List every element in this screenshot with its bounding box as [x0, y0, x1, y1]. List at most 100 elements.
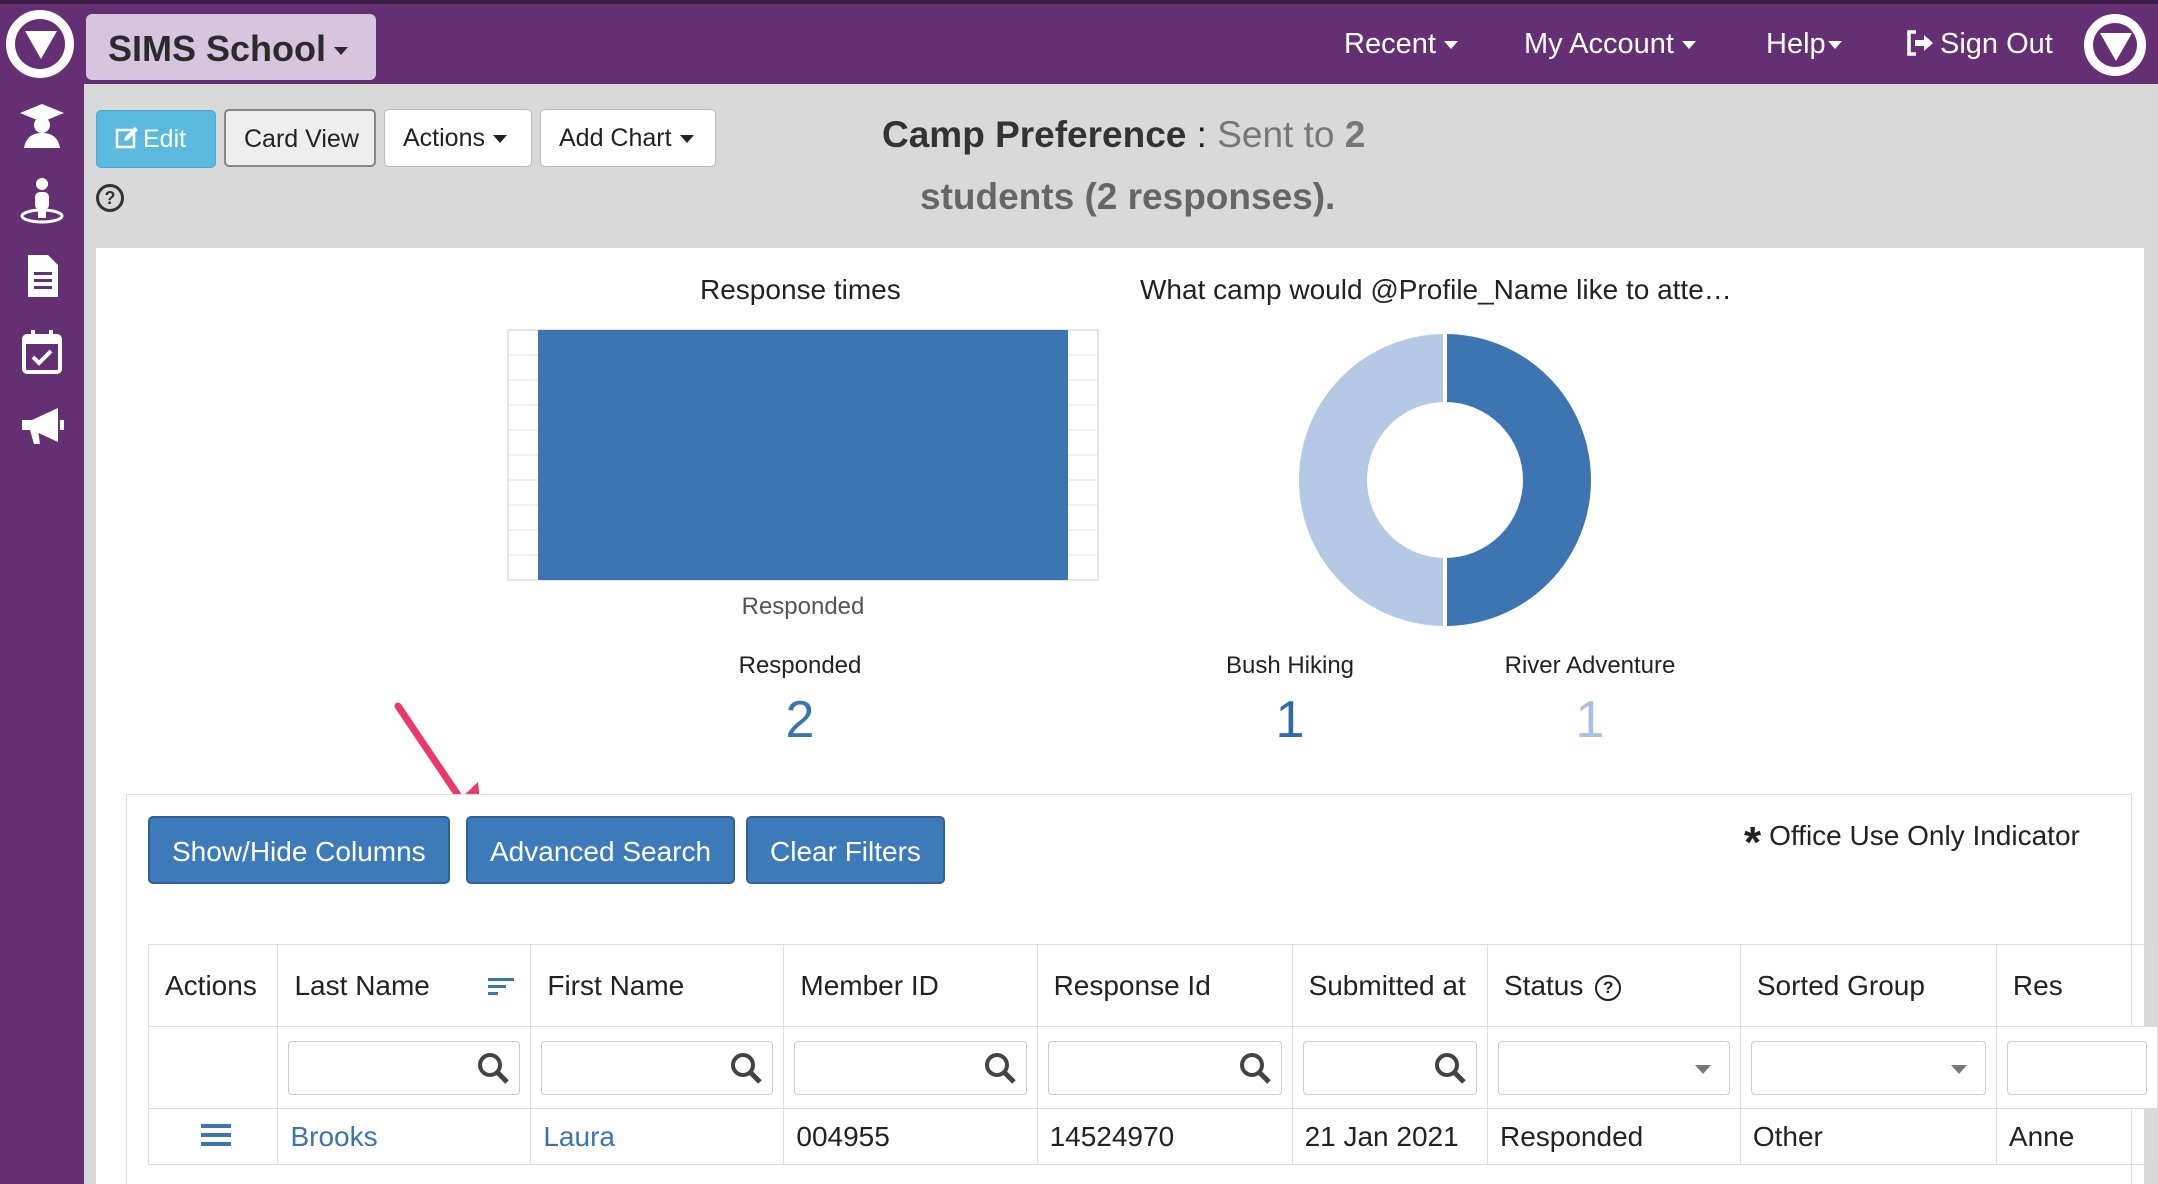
col-sorted-group[interactable]: Sorted Group — [1739, 944, 1997, 1027]
student-icon[interactable] — [18, 102, 66, 150]
filter-submitted-at-input[interactable] — [1302, 1040, 1477, 1095]
filter-last-name-input[interactable] — [288, 1040, 521, 1095]
filter-res-input[interactable] — [2006, 1040, 2147, 1095]
col-member-id[interactable]: Member ID — [783, 944, 1038, 1027]
response-times-chart: Responded — [507, 329, 1099, 620]
nav-recent-label: Recent — [1344, 28, 1436, 60]
edit-button[interactable]: Edit — [96, 110, 216, 168]
row-menu-icon[interactable] — [201, 1123, 231, 1146]
filter-sorted-group-select[interactable] — [1750, 1040, 1986, 1095]
chevron-down-icon — [679, 135, 694, 144]
cell-response-id: 14524970 — [1036, 1108, 1293, 1165]
filter-response-id-input[interactable] — [1047, 1040, 1282, 1095]
user-avatar-icon[interactable] — [2084, 14, 2146, 76]
chevron-down-icon — [334, 47, 349, 56]
sidebar — [0, 84, 84, 1184]
table-row: Brooks Laura 004955 14524970 21 Jan 2021… — [147, 1108, 2158, 1165]
response-times-title: Response times — [700, 274, 901, 305]
nav-my-account[interactable]: My Account — [1524, 28, 1696, 61]
cell-member-id: 004955 — [783, 1108, 1038, 1165]
cell-submitted-at: 21 Jan 2021 — [1291, 1108, 1488, 1165]
table-header-row: Actions Last Name First Name Member ID R… — [147, 944, 2158, 1027]
sort-icon[interactable] — [488, 976, 515, 996]
chevron-down-icon — [1443, 41, 1458, 50]
add-chart-button[interactable]: Add Chart — [540, 109, 716, 167]
slice-river-adventure[interactable] — [1443, 329, 1595, 631]
stat-river-adventure-label: River Adventure — [1504, 652, 1676, 679]
col-submitted-at[interactable]: Submitted at — [1291, 944, 1488, 1027]
search-icon — [478, 1052, 510, 1084]
search-icon — [731, 1052, 763, 1084]
nav-sign-out-label: Sign Out — [1940, 28, 2053, 60]
cell-res: Anne — [1995, 1108, 2158, 1165]
slice-bush-hiking[interactable] — [1295, 329, 1447, 631]
search-icon — [1239, 1052, 1271, 1084]
chevron-down-icon — [1950, 1064, 1967, 1074]
survey-title: Camp Preference — [882, 114, 1187, 155]
document-icon[interactable] — [18, 252, 66, 300]
actions-button[interactable]: Actions — [384, 109, 532, 167]
clear-filters-button[interactable]: Clear Filters — [746, 816, 945, 884]
sent-count: 2 — [1344, 114, 1366, 155]
stat-responded-value: 2 — [785, 691, 815, 749]
nav-help-label: Help — [1766, 28, 1826, 60]
person-icon[interactable] — [18, 176, 66, 224]
filter-first-name-input[interactable] — [541, 1040, 774, 1095]
col-last-name-label: Last Name — [294, 969, 430, 1001]
col-first-name[interactable]: First Name — [530, 944, 785, 1027]
school-switcher-label: SIMS School — [108, 28, 327, 69]
filter-member-id-input[interactable] — [794, 1040, 1027, 1095]
sign-out-icon — [1907, 30, 1933, 56]
nav-recent[interactable]: Recent — [1344, 28, 1458, 61]
school-switcher-button[interactable]: SIMS School — [86, 14, 376, 80]
camp-donut-chart — [1295, 329, 1595, 631]
calendar-check-icon[interactable] — [18, 328, 66, 376]
page-subtitle: students (2 responses). — [920, 176, 1336, 217]
camp-pie-title: What camp would @Profile_Name like to at… — [1140, 274, 1732, 305]
col-last-name[interactable]: Last Name — [277, 944, 532, 1027]
col-res[interactable]: Res — [1995, 944, 2158, 1027]
office-use-indicator: * Office Use Only Indicator — [1744, 818, 2080, 868]
chevron-down-icon — [1681, 41, 1696, 50]
nav-help[interactable]: Help — [1766, 28, 1842, 61]
app-logo-icon[interactable] — [6, 10, 74, 78]
stat-bush-hiking-label: Bush Hiking — [1225, 652, 1355, 679]
edit-icon — [115, 127, 138, 149]
cell-sorted-group: Other — [1739, 1108, 1997, 1165]
help-icon[interactable]: ? — [96, 184, 124, 212]
col-response-id[interactable]: Response Id — [1036, 944, 1293, 1027]
advanced-search-button[interactable]: Advanced Search — [466, 816, 736, 884]
table-filter-row — [147, 1026, 2158, 1109]
cell-last-name[interactable]: Brooks — [277, 1108, 532, 1165]
page-title: Camp Preference : Sent to 2 — [882, 114, 1365, 156]
x-tick-label: Responded — [742, 593, 865, 620]
actions-label: Actions — [403, 124, 485, 152]
add-chart-label: Add Chart — [559, 124, 672, 152]
filter-status-select[interactable] — [1497, 1040, 1730, 1095]
results-table: Actions Last Name First Name Member ID R… — [147, 944, 2158, 1165]
megaphone-icon[interactable] — [18, 402, 66, 450]
col-status[interactable]: Status ? — [1486, 944, 1741, 1027]
show-hide-columns-button[interactable]: Show/Hide Columns — [148, 816, 450, 884]
cell-first-name[interactable]: Laura — [530, 1108, 785, 1165]
stat-river-adventure-value: 1 — [1575, 691, 1605, 749]
chevron-down-icon — [492, 135, 507, 144]
title-separator: : — [1196, 114, 1207, 155]
stat-bush-hiking-value: 1 — [1275, 691, 1305, 749]
office-use-label: Office Use Only Indicator — [1769, 820, 2080, 851]
col-status-label: Status — [1503, 969, 1584, 1001]
edit-label: Edit — [143, 125, 187, 153]
nav-sign-out[interactable]: Sign Out — [1906, 28, 2053, 61]
stat-responded-label: Responded — [738, 652, 862, 679]
sent-text: Sent to — [1217, 114, 1335, 155]
bar-responded[interactable] — [538, 330, 1068, 580]
chevron-down-icon — [1694, 1064, 1711, 1074]
cell-status: Responded — [1486, 1108, 1741, 1165]
top-navbar: SIMS School Recent My Account Help Sign … — [0, 0, 2158, 84]
search-icon — [984, 1052, 1016, 1084]
card-view-button[interactable]: Card View — [224, 109, 376, 167]
asterisk-icon: * — [1744, 818, 1762, 867]
help-icon[interactable]: ? — [1595, 974, 1622, 1001]
col-actions[interactable]: Actions — [147, 944, 279, 1027]
nav-my-account-label: My Account — [1524, 28, 1674, 60]
